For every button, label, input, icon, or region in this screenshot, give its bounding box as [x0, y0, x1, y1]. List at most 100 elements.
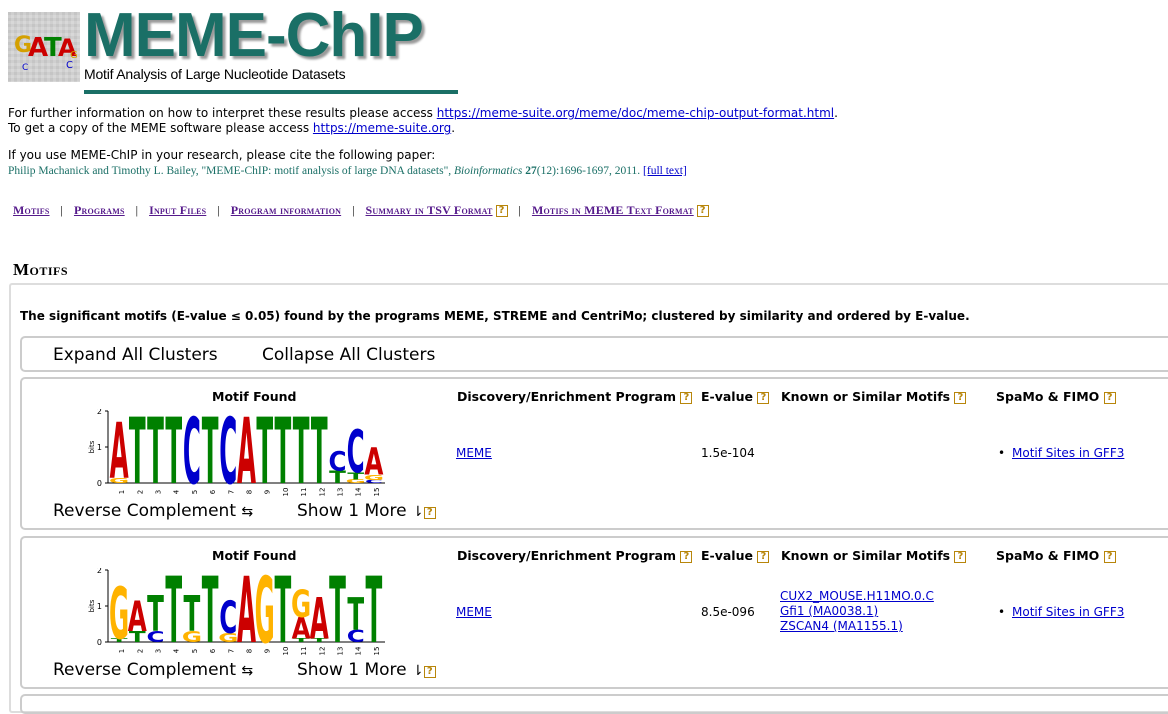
- logo-letter-T: T: [202, 409, 219, 499]
- program-link[interactable]: MEME: [456, 605, 492, 619]
- logo-letter-G: G: [364, 474, 384, 483]
- expand-all-clusters-button[interactable]: Expand All Clusters: [53, 345, 218, 365]
- nav-program-information[interactable]: Program information: [230, 203, 342, 217]
- svg-text:T: T: [165, 568, 182, 658]
- logo-position-label: 12: [318, 488, 326, 497]
- svg-text:G: G: [218, 631, 238, 646]
- svg-text:G: G: [255, 568, 275, 658]
- info-line-1: For further information on how to interp…: [8, 106, 838, 120]
- svg-text:A: A: [28, 33, 48, 63]
- svg-text:C: C: [347, 417, 365, 486]
- logo-letter-G: G: [109, 476, 129, 485]
- reverse-complement-button[interactable]: Reverse Complement ⇆: [53, 660, 254, 680]
- help-icon[interactable]: ?: [954, 551, 967, 563]
- logo-letter-T: T: [165, 409, 182, 499]
- logo-position-label: 9: [264, 490, 272, 494]
- reverse-complement-button[interactable]: Reverse Complement ⇆: [53, 501, 254, 521]
- col-evalue: E-value ?: [701, 548, 770, 563]
- help-icon[interactable]: ?: [1103, 392, 1116, 404]
- col-spamo-fimo: SpaMo & FIMO ?: [996, 389, 1116, 404]
- svg-text:T: T: [366, 568, 383, 658]
- app-title: MEME-ChIP: [84, 1, 424, 70]
- known-motif-link[interactable]: Gfi1 (MA0038.1): [780, 604, 879, 618]
- logo-letter-G: G: [182, 628, 202, 646]
- logo-position-label: 4: [173, 648, 181, 653]
- show-more-button[interactable]: Show 1 More ⇂?: [297, 501, 436, 521]
- logo-position-label: 4: [173, 489, 181, 494]
- help-icon[interactable]: ?: [757, 551, 770, 563]
- help-icon[interactable]: ?: [495, 205, 508, 217]
- svg-text:T: T: [347, 471, 364, 482]
- doc-link[interactable]: https://meme-suite.org/meme/doc/meme-chi…: [436, 106, 835, 120]
- logo-letter-G: G: [346, 479, 366, 485]
- meme-suite-link[interactable]: https://meme-suite.org: [312, 121, 452, 135]
- help-icon[interactable]: ?: [423, 666, 436, 678]
- logo-position-label: 9: [264, 649, 272, 653]
- help-icon[interactable]: ?: [680, 392, 693, 404]
- motifs-section-title: Motifs: [13, 260, 69, 279]
- svg-text:T: T: [311, 409, 328, 499]
- logo-position-label: 13: [337, 488, 345, 497]
- logo-letter-C: C: [183, 409, 201, 499]
- logo-position-label: 3: [155, 490, 163, 494]
- app-subtitle: Motif Analysis of Large Nucleotide Datas…: [84, 66, 346, 82]
- logo-tick-label: 2: [97, 409, 102, 416]
- logo-position-label: 2: [136, 490, 144, 494]
- logo-letter-A: A: [310, 586, 329, 652]
- title-divider: [84, 90, 458, 94]
- svg-text:G: G: [291, 584, 311, 626]
- help-icon[interactable]: ?: [423, 507, 436, 519]
- meme-logo-icon: G A T A C C G: [8, 12, 80, 82]
- program-link[interactable]: MEME: [456, 446, 492, 460]
- logo-letter-T: T: [111, 638, 128, 644]
- svg-text:G: G: [70, 50, 78, 61]
- motif-row: Motif Found Discovery/Enrichment Program…: [20, 377, 1168, 530]
- svg-text:T: T: [311, 638, 328, 644]
- col-spamo-fimo: SpaMo & FIMO ?: [996, 548, 1116, 563]
- citation: Philip Machanick and Timothy L. Bailey, …: [8, 165, 687, 177]
- nav-motifs[interactable]: Motifs: [13, 203, 50, 217]
- svg-text:A: A: [128, 593, 147, 642]
- logo-tick-label: 1: [97, 443, 102, 452]
- nav-programs[interactable]: Programs: [73, 203, 125, 217]
- sort-arrows-icon: ⇂: [412, 504, 424, 520]
- logo-letter-T: T: [366, 568, 383, 658]
- help-icon[interactable]: ?: [1103, 551, 1116, 563]
- motif-row: [20, 694, 1168, 714]
- logo-position-label: 7: [227, 490, 235, 494]
- nav-input-files[interactable]: Input Files: [149, 203, 207, 217]
- svg-text:A: A: [292, 612, 311, 646]
- fimo-gff3-link[interactable]: Motif Sites in GFF3: [998, 605, 1124, 619]
- nav-summary-tsv[interactable]: Summary in TSV Format: [365, 203, 493, 217]
- logo-position-label: 6: [209, 489, 217, 494]
- known-motif-link[interactable]: ZSCAN4 (MA1155.1): [780, 619, 903, 633]
- svg-text:C: C: [22, 63, 28, 73]
- logo-letter-G: G: [109, 572, 129, 656]
- help-icon[interactable]: ?: [696, 205, 709, 217]
- fimo-gff3-link[interactable]: Motif Sites in GFF3: [998, 446, 1124, 460]
- logo-letter-A: A: [292, 612, 311, 646]
- full-text-link[interactable]: [full text]: [643, 165, 687, 177]
- logo-letter-A: A: [237, 568, 256, 658]
- logo-position-label: 3: [155, 649, 163, 653]
- nav-motifs-meme-text[interactable]: Motifs in MEME Text Format: [531, 203, 694, 217]
- logo-letter-G: G: [218, 631, 238, 646]
- svg-text:C: C: [66, 60, 73, 71]
- show-more-button[interactable]: Show 1 More ⇂?: [297, 660, 436, 680]
- help-icon[interactable]: ?: [954, 392, 967, 404]
- help-icon[interactable]: ?: [757, 392, 770, 404]
- logo-position-label: 10: [282, 488, 290, 497]
- logo-letter-T: T: [347, 471, 364, 482]
- svg-text:A: A: [364, 442, 384, 484]
- logo-position-label: 1: [118, 490, 126, 494]
- logo-position-label: 10: [282, 647, 290, 656]
- logo-letter-C: C: [219, 409, 237, 499]
- known-motif-link[interactable]: CUX2_MOUSE.H11MO.0.C: [780, 589, 934, 603]
- svg-text:T: T: [147, 409, 164, 499]
- logo-letter-C: C: [347, 627, 365, 647]
- logo-letter-T: T: [275, 409, 292, 499]
- collapse-all-clusters-button[interactable]: Collapse All Clusters: [262, 345, 436, 365]
- help-icon[interactable]: ?: [680, 551, 693, 563]
- svg-text:G: G: [109, 476, 129, 485]
